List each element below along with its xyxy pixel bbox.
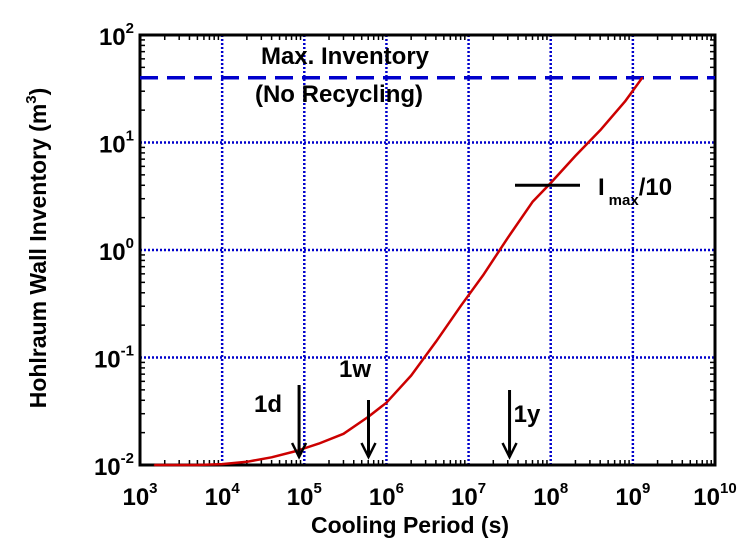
x-tick-label: 106 — [369, 480, 404, 511]
annotation-label: 1y — [514, 401, 541, 428]
y-tick-label-base: 10 — [94, 454, 121, 481]
x-tick-label: 1010 — [693, 480, 736, 511]
inventory-point — [531, 201, 534, 203]
annotations-group: 1d 1w 1y — [254, 183, 580, 460]
inventory-point — [641, 77, 643, 79]
x-tick-label: 107 — [451, 480, 486, 511]
x-tick-label-base: 10 — [451, 484, 478, 511]
y-tick-label: 101 — [99, 128, 134, 159]
x-tick-label: 104 — [205, 480, 241, 511]
x-tick-label-exponent: 7 — [478, 480, 486, 497]
y-tick-label-exponent: -2 — [121, 450, 134, 467]
y-tick-label-base: 10 — [94, 347, 121, 374]
inventory-point — [574, 155, 577, 157]
axis-ticks: 103 104 105 106 107 108 109 101010-210-11001011… — [94, 20, 737, 511]
plot-frame — [138, 33, 717, 467]
y-axis-label-close: ) — [25, 88, 51, 96]
x-tick-label: 103 — [122, 480, 157, 511]
inventory-point — [221, 463, 223, 465]
x-tick-label-exponent: 4 — [231, 480, 240, 497]
x-tick-label-base: 10 — [122, 484, 149, 511]
inventory-point — [549, 182, 552, 184]
y-tick-label: 100 — [99, 235, 134, 266]
annotation-label: 1d — [254, 391, 282, 418]
annotation-label: 1w — [339, 356, 371, 383]
imax-label-main: I — [598, 174, 605, 201]
inventory-point — [507, 237, 509, 239]
y-axis-label-sup: 3 — [23, 95, 40, 103]
inventory-point — [599, 129, 601, 132]
x-tick-label-exponent: 9 — [642, 480, 650, 497]
x-tick-label: 108 — [533, 480, 568, 511]
y-tick-label-exponent: 2 — [126, 20, 134, 37]
x-tick-label: 109 — [615, 480, 650, 511]
x-axis-label: Cooling Period (s) — [311, 512, 509, 538]
x-tick-label: 105 — [287, 480, 322, 511]
x-tick-label-exponent: 6 — [396, 480, 404, 497]
x-tick-label-base: 10 — [693, 484, 720, 511]
y-tick-label-base: 10 — [99, 132, 126, 159]
imax-label-suffix: /10 — [639, 174, 672, 201]
inventory-point — [342, 433, 345, 435]
y-tick-label-exponent: 1 — [126, 128, 134, 145]
annotation-arrow-head — [290, 442, 308, 460]
annotation-arrow-head — [360, 442, 377, 460]
y-tick-label: 10-1 — [94, 343, 134, 374]
x-tick-label-base: 10 — [205, 484, 232, 511]
y-axis-label-text: Hohlraum Wall Inventory (m — [25, 104, 51, 409]
annotation-arrow-head — [501, 442, 518, 460]
inventory-point — [270, 456, 273, 459]
x-tick-label-exponent: 5 — [313, 480, 321, 497]
inventory-point — [435, 341, 437, 343]
y-tick-label-exponent: 0 — [126, 235, 134, 252]
x-tick-label-exponent: 8 — [560, 480, 568, 497]
inventory-point — [459, 305, 462, 308]
reference-line-label-line1: Max. Inventory — [261, 43, 430, 70]
y-tick-label: 102 — [99, 20, 134, 51]
x-tick-label-base: 10 — [369, 484, 396, 511]
reference-line-label-line2: (No Recycling) — [255, 81, 423, 108]
imax-label-sub: max — [609, 192, 640, 209]
x-tick-label-base: 10 — [615, 484, 642, 511]
inventory-point — [318, 442, 320, 445]
inventory-point — [385, 401, 388, 404]
y-tick-label-base: 10 — [99, 24, 126, 51]
x-tick-label-base: 10 — [287, 484, 314, 511]
inventory-point — [196, 464, 199, 466]
inventory-point — [482, 274, 484, 277]
x-tick-label-exponent: 10 — [720, 480, 737, 497]
inventory-curve — [154, 77, 644, 467]
x-tick-label-base: 10 — [533, 484, 560, 511]
plot-border — [138, 33, 717, 467]
inventory-point — [246, 461, 248, 463]
grid — [140, 35, 715, 465]
inventory-point — [624, 100, 626, 103]
inventory-point — [153, 464, 156, 466]
series-group — [153, 77, 644, 467]
inventory-point — [410, 374, 413, 377]
y-axis-label: Hohlraum Wall Inventory (m3) — [23, 88, 51, 409]
y-tick-label: 10-2 — [94, 450, 134, 481]
y-tick-label-base: 10 — [99, 239, 126, 266]
y-tick-label-exponent: -1 — [121, 343, 134, 360]
x-tick-label-exponent: 3 — [149, 480, 157, 497]
